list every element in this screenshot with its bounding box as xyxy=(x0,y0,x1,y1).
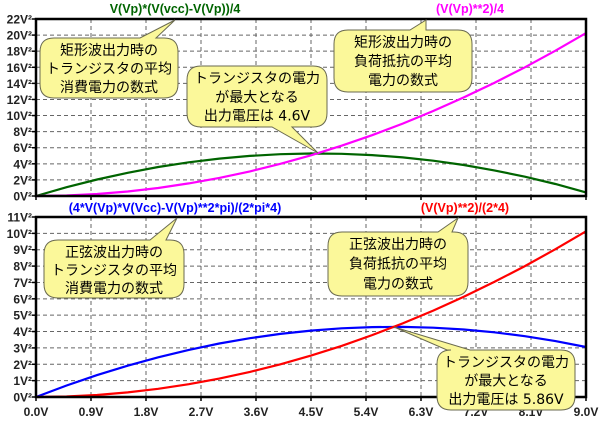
series-line-1 xyxy=(35,152,587,198)
y-tick-label: 12V² xyxy=(7,93,32,107)
series-line-2 xyxy=(35,230,587,399)
x-tick-label: 3.6V xyxy=(244,405,269,419)
plot-pane-1: 0V² 2V² 4V² 6V² 8V² 10V² 12V² 14V² 16V² 18V² 20V² 2… xyxy=(7,2,588,204)
x-tick-label: 1.8V xyxy=(134,405,159,419)
trace-expression-label: (4*V(Vp)*V(Vcc)-V(Vp)**2*pi)/(2*pi*4) xyxy=(69,201,282,215)
callout-text-line: 電力の数式 xyxy=(368,73,438,89)
callout-bubble xyxy=(43,217,185,299)
callout-text-line: 出力電圧は 5.86V xyxy=(448,392,564,408)
y-tick-label: 20V² xyxy=(7,29,32,43)
callout-bubble xyxy=(333,19,473,93)
series-line-2 xyxy=(35,32,587,198)
plot-frame xyxy=(34,215,588,399)
y-tick-label: 0V² xyxy=(13,190,32,204)
y-tick-label: 8V² xyxy=(13,260,32,274)
y-tick-label: 9V² xyxy=(13,243,32,257)
y-tick-label: 16V² xyxy=(7,61,32,75)
callout-text-line: 矩形波出力時の xyxy=(354,35,452,51)
y-tick-label: 18V² xyxy=(7,45,32,59)
callout-text-line: トランジスタの平均 xyxy=(51,263,177,279)
y-tick-label: 4V² xyxy=(13,325,32,339)
y-tick-label: 7V² xyxy=(13,276,32,290)
callout-text-line: 正弦波出力時の xyxy=(349,237,447,253)
y-tick-label: 6V² xyxy=(13,292,32,306)
callout-text-line: が最大となる xyxy=(215,90,299,106)
callout-text-line: トランジスタの平均 xyxy=(46,62,172,78)
y-tick-label: 14V² xyxy=(7,77,32,91)
callout-bubble xyxy=(327,216,469,297)
x-tick-label: 6.3V xyxy=(409,405,434,419)
x-tick-label: 9.0V xyxy=(574,405,599,419)
callout-bubble xyxy=(186,65,328,154)
callout-text-line: 出力電圧は 4.6V xyxy=(204,109,311,125)
y-tick-label: 0V² xyxy=(13,391,32,405)
trace-expression-label: (V(Vp)**2)/(2*4) xyxy=(421,201,509,215)
callout-text-line: 電力の数式 xyxy=(363,276,433,292)
trace-expression-label: V(Vp)*(V(vcc)-V(Vp))/4 xyxy=(110,2,241,16)
plot-pane-2: 0V² 1V² 2V² 3V² 4V² 5V² 6V² 7V² 8V² 9V² 10V² 11V² 0.… xyxy=(7,201,599,419)
y-tick-label: 8V² xyxy=(13,125,32,139)
y-tick-label: 6V² xyxy=(13,141,32,155)
y-tick-label: 2V² xyxy=(13,173,32,187)
x-tick-label: 2.7V xyxy=(189,405,214,419)
callout-text-line: 消費電力の数式 xyxy=(60,80,158,96)
y-tick-label: 10V² xyxy=(7,109,32,123)
callout-text-line: 消費電力の数式 xyxy=(65,281,163,297)
callout-text-line: トランジスタの電力 xyxy=(443,355,569,371)
x-tick-label: 0.9V xyxy=(79,405,104,419)
plot-frame xyxy=(34,17,588,198)
y-tick-label: 11V² xyxy=(7,211,32,225)
y-tick-label: 4V² xyxy=(13,157,32,171)
callout-text-line: 矩形波出力時の xyxy=(60,43,158,59)
callout-text-line: 負荷抵抗の平均 xyxy=(354,54,452,70)
y-tick-label: 5V² xyxy=(13,309,32,323)
y-tick-label: 3V² xyxy=(13,341,32,355)
series-line-1 xyxy=(35,325,587,399)
callout-text-line: 正弦波出力時の xyxy=(65,245,163,261)
callout-bubble xyxy=(393,326,576,411)
y-tick-label: 22V² xyxy=(7,13,32,27)
y-tick-label: 1V² xyxy=(13,374,32,388)
x-tick-label: 5.4V xyxy=(354,405,379,419)
x-tick-label: 0.0V xyxy=(24,405,49,419)
callout-text-line: が最大となる xyxy=(464,374,548,390)
callout-text-line: トランジスタの電力 xyxy=(194,71,320,87)
y-tick-label: 2V² xyxy=(13,358,32,372)
x-tick-label: 4.5V xyxy=(299,405,324,419)
trace-expression-label: (V(Vp)**2)/4 xyxy=(436,2,504,16)
y-tick-label: 10V² xyxy=(7,227,32,241)
callout-text-line: 負荷抵抗の平均 xyxy=(349,257,447,273)
callout-bubble xyxy=(39,19,179,99)
